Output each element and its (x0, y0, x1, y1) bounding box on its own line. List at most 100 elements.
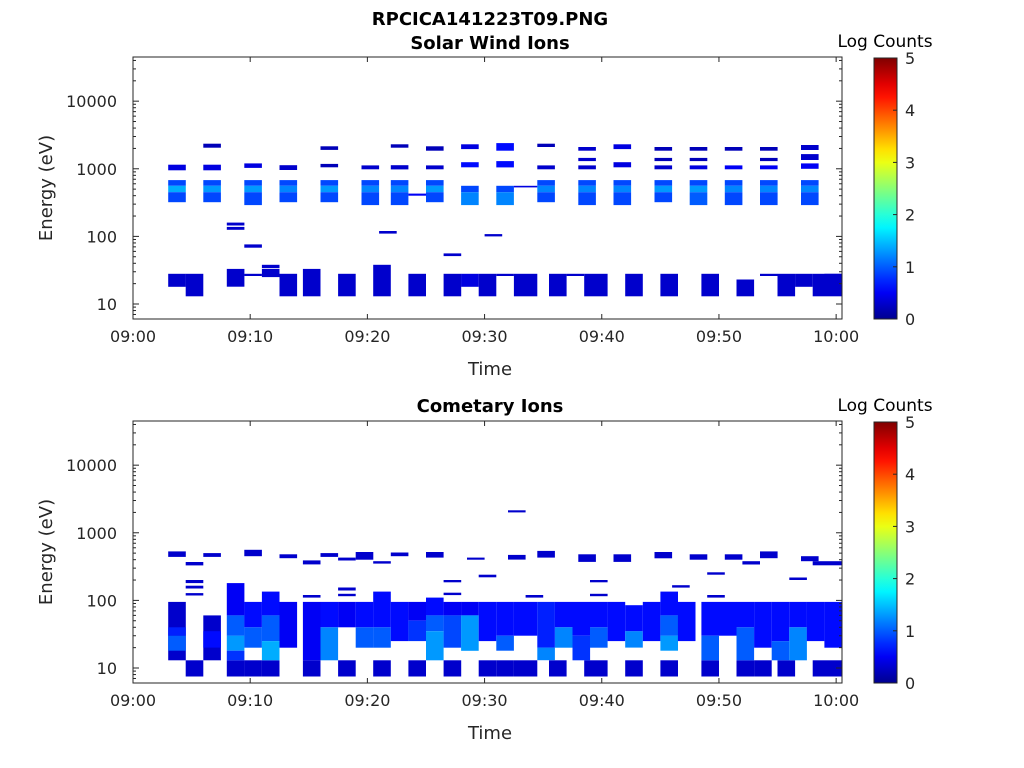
spectrogram-cell (203, 185, 221, 193)
spectrogram-cell (443, 601, 462, 616)
spectrogram-cell (203, 143, 221, 148)
spectrogram-cell (408, 273, 426, 297)
spectrogram-cell (338, 601, 356, 628)
spectrogram-cell (185, 660, 204, 677)
spectrogram-cell (642, 601, 661, 642)
spectrogram-cell (261, 591, 280, 616)
spectrogram-cell (302, 268, 321, 297)
colorbar-tick-label: 1 (905, 622, 915, 641)
colorbar-tick-label: 3 (905, 153, 915, 172)
x-tick-label: 09:40 (579, 327, 625, 346)
spectrogram-cell (496, 161, 514, 168)
cometary-ions-panel: Cometary Ions 09:00 09:10 09:20 09:30 09:40 0… (36, 396, 933, 744)
spectrogram-cell (355, 627, 374, 648)
spectrogram-cell (801, 163, 819, 169)
spectrogram-cell (320, 627, 339, 661)
spectrogram-cell (707, 572, 725, 575)
spectrogram-cell (613, 144, 632, 150)
spectrogram-cell (537, 185, 555, 193)
colorbar-tick-label: 2 (905, 570, 915, 589)
y-tick-label: 10000 (66, 456, 117, 475)
spectrogram-cell (320, 163, 339, 168)
spectrogram-cell (461, 144, 479, 150)
spectrogram-cell (508, 554, 526, 560)
spectrogram-cell (320, 601, 339, 628)
plot-frame (132, 420, 843, 684)
spectrogram-cell (185, 562, 204, 566)
spectrogram-cell (789, 601, 807, 628)
spectrogram-cell (554, 601, 573, 628)
spectrogram-cell (496, 273, 514, 276)
spectrogram-cell (244, 660, 262, 677)
spectrogram-cell (244, 273, 262, 276)
spectrogram-cell (279, 165, 298, 170)
spectrogram-cell (537, 647, 555, 661)
spectrogram-cell (244, 163, 262, 168)
spectrogram-cell (168, 627, 186, 636)
spectrogram-cell (578, 147, 596, 151)
colorbar-tick-label: 3 (905, 517, 915, 536)
spectrogram-cell (426, 597, 444, 616)
spectrogram-cell (484, 234, 503, 237)
spectrogram-cell (461, 273, 479, 287)
colorbar-tick-label: 1 (905, 258, 915, 277)
spectrogram-cell (736, 601, 755, 628)
spectrogram-cell (625, 605, 643, 632)
spectrogram-cell (736, 279, 755, 297)
spectrogram-cell (373, 627, 391, 648)
spectrogram-cell (361, 165, 380, 170)
spectrogram-cell (426, 631, 444, 661)
spectrogram-cell (426, 615, 444, 632)
spectrogram-cell (572, 635, 591, 661)
spectrogram-cell (279, 180, 298, 186)
solar-wind-ions-panel: Solar Wind Ions 09:00 09:10 09:20 09:30 09:4… (36, 32, 933, 380)
cometary-spectrogram (168, 510, 842, 677)
spectrogram-cell (590, 580, 608, 583)
spectrogram-cell (771, 601, 790, 642)
spectrogram-cell (707, 595, 725, 598)
spectrogram-cell (566, 273, 585, 276)
figure-title: RPCICA141223T09.PNG (372, 9, 608, 30)
spectrogram-cell (760, 180, 778, 186)
spectrogram-cell (203, 192, 221, 203)
spectrogram-cell (724, 185, 743, 193)
spectrogram-cell (625, 273, 643, 297)
spectrogram-cell (660, 635, 678, 651)
spectrogram-cell (812, 660, 842, 677)
spectrogram-cell (244, 549, 262, 557)
colorbar (873, 57, 898, 320)
spectrogram-cell (168, 164, 186, 171)
spectrogram-cell (443, 592, 462, 596)
spectrogram-cell (549, 660, 567, 677)
spectrogram-cell (736, 627, 755, 661)
colorbar-tick-label: 4 (905, 101, 915, 120)
spectrogram-cell (338, 593, 356, 597)
y-tick-label: 100 (86, 227, 117, 246)
spectrogram-cell (426, 165, 444, 170)
spectrogram-cell (478, 601, 497, 642)
spectrogram-cell (590, 601, 608, 628)
panel-title-solar-wind: Solar Wind Ions (410, 33, 569, 54)
spectrogram-cell (361, 192, 380, 206)
spectrogram-cell (689, 192, 708, 206)
x-tick-label: 09:30 (462, 327, 508, 346)
spectrogram-cell (279, 192, 298, 203)
spectrogram-cell (338, 587, 356, 591)
spectrogram-cell (654, 192, 673, 203)
spectrogram-cell (443, 580, 462, 583)
spectrogram-cell (760, 551, 778, 559)
spectrogram-cell (525, 595, 544, 598)
spectrogram-cell (390, 601, 409, 642)
spectrogram-cell (578, 157, 596, 162)
x-tick-label: 09:00 (110, 327, 156, 346)
spectrogram-cell (537, 180, 555, 186)
spectrogram-cell (760, 185, 778, 193)
spectrogram-cell (654, 157, 673, 162)
spectrogram-cell (801, 154, 819, 160)
spectrogram-cell (390, 165, 409, 170)
spectrogram-cell (724, 180, 743, 186)
x-tick-label: 09:40 (579, 691, 625, 710)
spectrogram-cell (789, 577, 807, 580)
spectrogram-cell (390, 144, 409, 148)
